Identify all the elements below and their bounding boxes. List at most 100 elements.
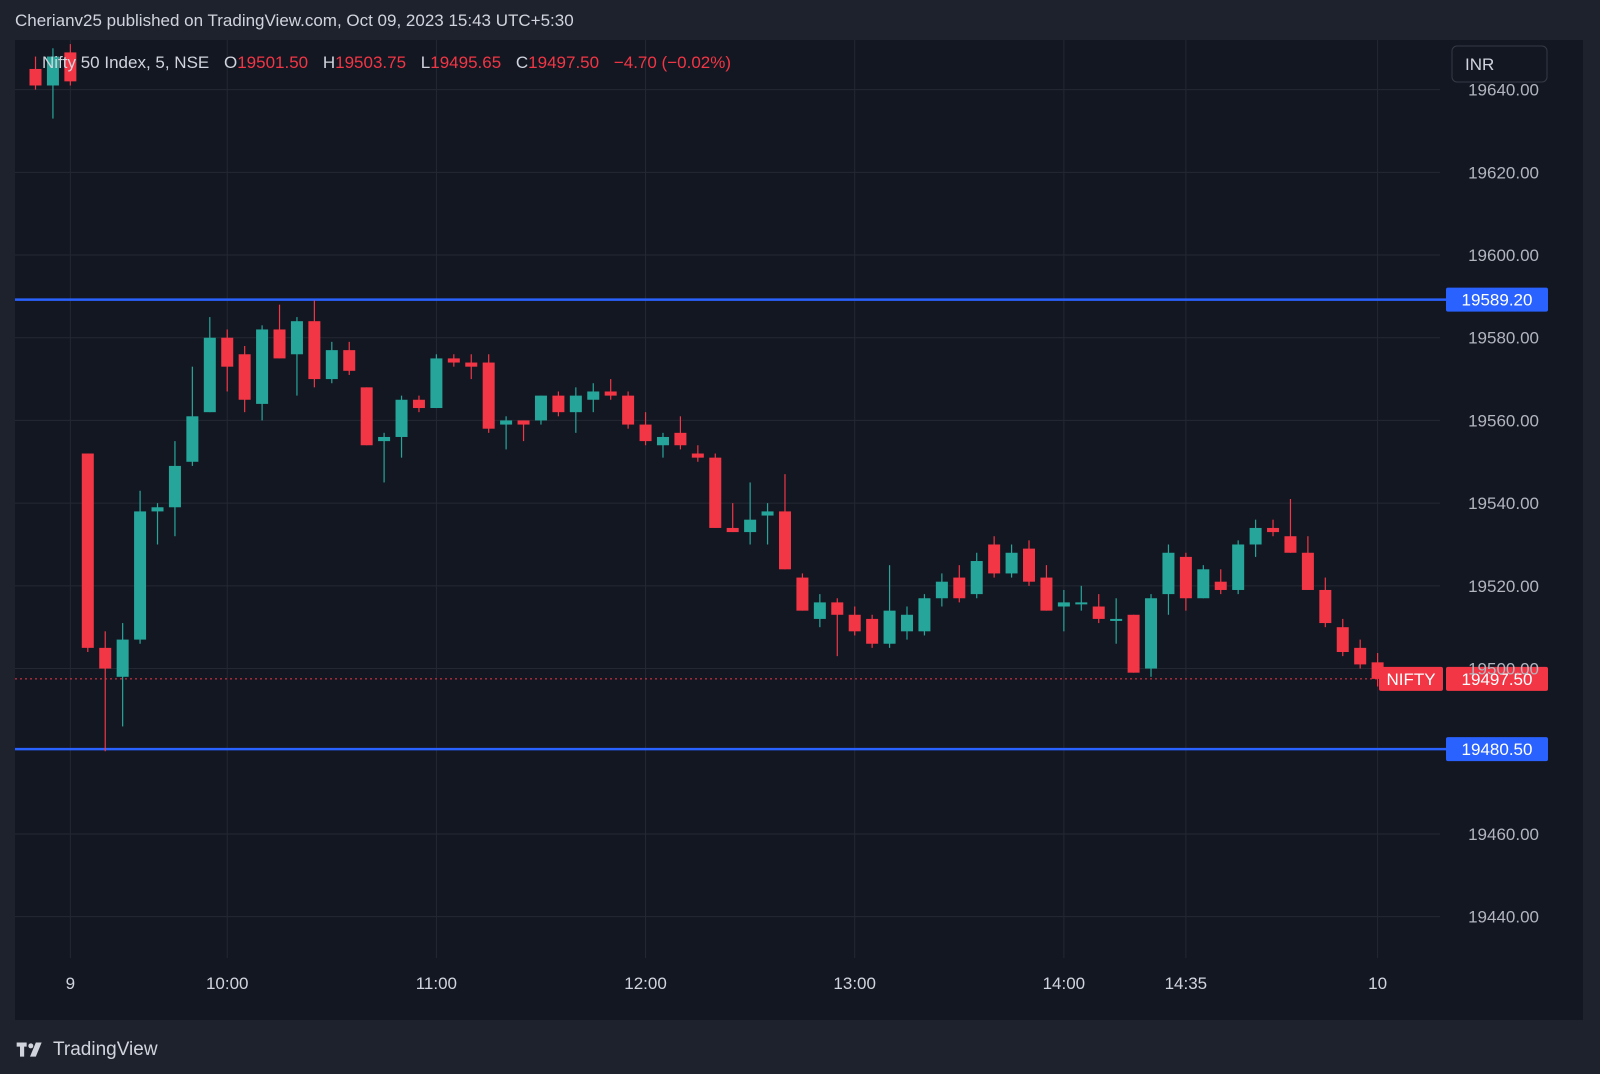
time-tick-label: 11:00: [416, 974, 457, 993]
candle-body: [395, 399, 408, 437]
candle: [1249, 519, 1262, 557]
candle-body: [1249, 527, 1262, 545]
candle-body: [831, 602, 844, 615]
candle: [552, 391, 565, 417]
legend-symbol[interactable]: Nifty 50 Index, 5, NSE: [42, 53, 209, 72]
last-price-label: 19497.50: [1462, 670, 1533, 689]
candle-body: [953, 577, 966, 599]
candle: [500, 416, 513, 450]
candle: [430, 354, 443, 409]
candle-body: [883, 610, 896, 644]
candle-body: [290, 321, 303, 355]
candle-body: [1110, 618, 1123, 621]
candle-body: [151, 507, 164, 512]
candle: [935, 573, 948, 607]
chart-frame[interactable]: 19589.20 19480.50 NIFTY 19497.50 19640.00 1…: [15, 40, 1583, 1020]
candle-body: [517, 420, 530, 425]
candle-body: [552, 395, 565, 413]
candle-body: [848, 614, 861, 632]
candle-body: [273, 329, 286, 359]
candle: [1057, 589, 1070, 632]
candle: [343, 341, 356, 375]
time-tick-label: 14:35: [1165, 974, 1208, 993]
candle-body: [796, 577, 809, 611]
time-tick-label: 14:00: [1043, 974, 1086, 993]
candle: [639, 412, 652, 446]
candle: [691, 445, 704, 462]
candle-body: [1284, 536, 1297, 553]
candle: [325, 341, 338, 384]
candle-body: [412, 399, 425, 409]
candle-body: [674, 432, 687, 446]
candle: [378, 432, 391, 483]
candle-body: [221, 337, 234, 367]
candle-body: [46, 56, 59, 86]
candle-body: [918, 598, 931, 632]
candle-body: [1127, 614, 1140, 673]
last-price-line: NIFTY 19497.50: [15, 666, 1548, 691]
price-tick-label: 19540.00: [1468, 494, 1539, 513]
time-scale: 9 10:00 11:00 12:00 13:00 14:00 14:35 10: [66, 974, 1387, 993]
candle-body: [1301, 552, 1314, 590]
candle: [238, 346, 251, 413]
candle-body: [622, 395, 635, 425]
legend-open-label: O: [224, 53, 237, 72]
price-tick-label: 19600.00: [1468, 246, 1539, 265]
legend-close-label: C: [516, 53, 528, 72]
horizontal-lines: 19589.20 19480.50: [15, 287, 1548, 762]
svg-text:Nifty 50 Index, 5, NSE: Nifty 50 Index, 5, NSE O19501.50 H19503.…: [42, 53, 731, 72]
candle-body: [1023, 548, 1036, 582]
candle: [988, 536, 1001, 578]
price-tick-label: 19520.00: [1468, 577, 1539, 596]
legend-high-label: H: [323, 53, 335, 72]
candle: [709, 453, 722, 528]
time-tick-label: 10: [1368, 974, 1387, 993]
currency-label[interactable]: INR: [1465, 55, 1494, 74]
candle-body: [1179, 556, 1192, 599]
candle: [604, 379, 617, 400]
candle: [308, 300, 321, 388]
price-tick-label: 19460.00: [1468, 825, 1539, 844]
candle: [81, 453, 94, 652]
candle: [813, 594, 826, 628]
candle-body: [1057, 602, 1070, 607]
candle: [901, 606, 913, 640]
candle: [151, 503, 164, 545]
candle-body: [482, 362, 495, 429]
candle-body: [1336, 627, 1349, 652]
candle: [1197, 565, 1210, 599]
candle: [1145, 594, 1158, 677]
last-price-tag: [1446, 666, 1548, 691]
candle-body: [186, 416, 199, 462]
candle: [447, 354, 460, 367]
candle: [412, 395, 425, 413]
candle: [1075, 585, 1088, 611]
candle: [778, 474, 791, 570]
candle-body: [1197, 569, 1210, 599]
candle-body: [1005, 552, 1018, 574]
candle: [360, 387, 373, 446]
candle-body: [709, 457, 722, 528]
candle: [1110, 598, 1123, 644]
price-tick-label: 19620.00: [1468, 163, 1539, 182]
candle-body: [1145, 598, 1158, 669]
candle: [395, 395, 408, 458]
candle: [1267, 519, 1280, 537]
candle: [1336, 618, 1349, 657]
candle-body: [1214, 581, 1227, 590]
symbol-tag: [1379, 666, 1443, 691]
legend-high-value: 19503.75: [335, 53, 406, 72]
candle-body: [866, 618, 879, 644]
legend-open-value: 19501.50: [237, 53, 308, 72]
candle-body: [1319, 589, 1332, 624]
candle-body: [1040, 577, 1053, 611]
candle: [1232, 540, 1245, 595]
candle-body: [64, 52, 77, 82]
publisher-header: Cherianv25 published on TradingView.com,…: [15, 11, 574, 30]
candle-body: [1162, 552, 1175, 595]
candle-body: [116, 639, 129, 677]
candle: [482, 354, 495, 433]
currency-button[interactable]: INR: [1451, 45, 1548, 83]
candle: [256, 325, 269, 421]
